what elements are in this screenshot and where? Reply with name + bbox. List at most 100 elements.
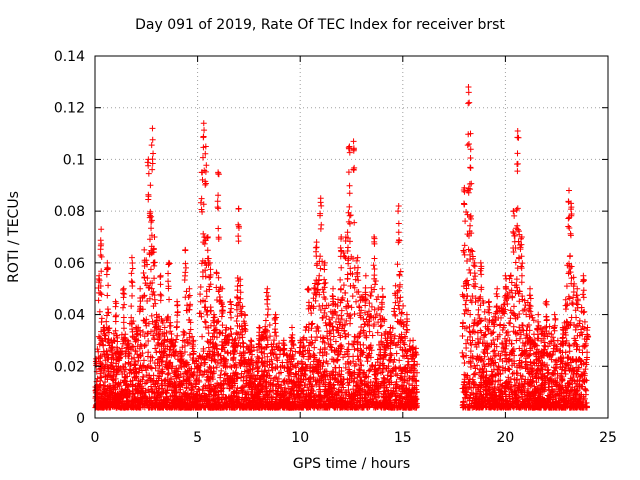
scatter-point <box>342 389 349 396</box>
scatter-point <box>269 360 276 367</box>
scatter-point <box>162 376 169 383</box>
scatter-point <box>253 360 260 367</box>
scatter-point <box>285 372 292 379</box>
scatter-point <box>356 330 363 337</box>
scatter-point <box>396 357 403 364</box>
scatter-point <box>521 306 528 313</box>
scatter-point <box>507 272 514 279</box>
scatter-point <box>342 289 349 296</box>
scatter-point <box>351 311 358 318</box>
scatter-point <box>233 317 240 324</box>
scatter-point <box>198 313 205 320</box>
scatter-point <box>397 268 404 275</box>
scatter-point <box>513 337 520 344</box>
scatter-point <box>368 303 375 310</box>
scatter-point <box>273 332 280 339</box>
scatter-point <box>250 362 257 369</box>
scatter-point <box>311 344 318 351</box>
scatter-point <box>213 364 220 371</box>
scatter-point <box>485 326 492 333</box>
scatter-point <box>307 353 314 360</box>
chart-title: Day 091 of 2019, Rate Of TEC Index for r… <box>135 17 505 33</box>
scatter-point <box>375 351 382 358</box>
scatter-point <box>314 323 321 330</box>
x-axis-label: GPS time / hours <box>292 456 411 472</box>
scatter-point <box>218 313 225 320</box>
scatter-point <box>215 274 222 281</box>
scatter-point <box>353 387 360 394</box>
scatter-point <box>461 251 468 258</box>
scatter-point <box>566 253 573 260</box>
scatter-point <box>169 363 176 370</box>
scatter-point <box>566 343 573 350</box>
scatter-point <box>195 386 202 393</box>
scatter-point <box>469 248 476 255</box>
scatter-point <box>506 366 513 373</box>
scatter-point <box>510 303 517 310</box>
scatter-point <box>484 350 491 357</box>
scatter-point <box>584 349 591 356</box>
scatter-point <box>470 371 477 378</box>
scatter-markers <box>92 84 592 411</box>
scatter-point <box>237 362 244 369</box>
scatter-point <box>366 300 373 307</box>
scatter-point <box>518 376 525 383</box>
scatter-point <box>513 369 520 376</box>
scatter-point <box>391 332 398 339</box>
scatter-point <box>335 296 342 303</box>
scatter-point <box>147 266 154 273</box>
scatter-point <box>215 288 222 295</box>
scatter-point <box>165 313 172 320</box>
scatter-point <box>491 323 498 330</box>
scatter-point <box>337 276 344 283</box>
scatter-point <box>507 375 514 382</box>
scatter-point <box>504 328 511 335</box>
scatter-point <box>472 365 479 372</box>
scatter-point <box>467 222 474 229</box>
scatter-point <box>398 309 405 316</box>
scatter-point <box>221 371 228 378</box>
scatter-point <box>333 312 340 319</box>
scatter-point <box>234 294 241 301</box>
scatter-point <box>346 203 353 210</box>
scatter-point <box>148 225 155 232</box>
scatter-point <box>394 372 401 379</box>
scatter-point <box>366 322 373 329</box>
scatter-point <box>552 358 559 365</box>
scatter-point <box>466 228 473 235</box>
scatter-point <box>202 273 209 280</box>
scatter-point <box>262 317 269 324</box>
scatter-point <box>334 352 341 359</box>
scatter-point <box>351 284 358 291</box>
scatter-point <box>470 322 477 329</box>
scatter-point <box>234 313 241 320</box>
scatter-point <box>461 359 468 366</box>
scatter-point <box>499 382 506 389</box>
scatter-point <box>371 286 378 293</box>
scatter-point <box>375 305 382 312</box>
scatter-point <box>516 310 523 317</box>
scatter-point <box>504 301 511 308</box>
scatter-point <box>186 351 193 358</box>
scatter-point <box>460 247 467 254</box>
scatter-point <box>378 332 385 339</box>
scatter-point <box>567 265 574 272</box>
scatter-point <box>365 308 372 315</box>
scatter-point <box>96 308 103 315</box>
scatter-point <box>467 363 474 370</box>
scatter-point <box>150 332 157 339</box>
scatter-point <box>213 269 220 276</box>
scatter-point <box>311 284 318 291</box>
scatter-point <box>566 269 573 276</box>
scatter-point <box>371 321 378 328</box>
scatter-point <box>140 357 147 364</box>
scatter-point <box>183 288 190 295</box>
scatter-point <box>350 386 357 393</box>
scatter-point <box>371 272 378 279</box>
scatter-point <box>512 259 519 266</box>
scatter-point <box>540 352 547 359</box>
scatter-point <box>237 282 244 289</box>
scatter-point <box>174 332 181 339</box>
scatter-point <box>371 281 378 288</box>
